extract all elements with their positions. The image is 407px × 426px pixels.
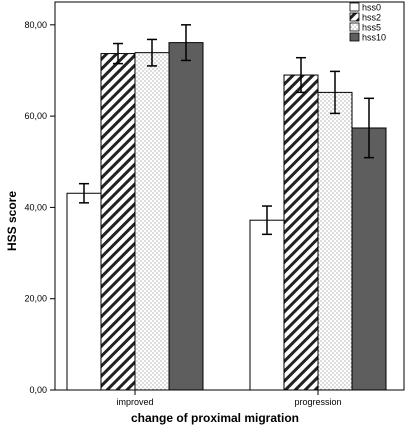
x-axis: improved progression (116, 390, 342, 407)
legend-label-hss5: hss5 (362, 23, 381, 33)
legend-label-hss0: hss0 (362, 3, 381, 13)
legend-swatch-hss2 (349, 12, 360, 22)
legend-swatch-hss5 (349, 22, 360, 32)
bar-hss2-improved (100, 53, 136, 391)
bar-hss5-improved (134, 52, 170, 391)
bar-hss0-improved (66, 192, 102, 391)
bar-hss10-progression (351, 127, 387, 391)
y-tick-label: 60,00 (24, 111, 47, 121)
y-tick-label: 80,00 (24, 20, 47, 30)
y-axis: 0,00 20,00 40,00 60,00 80,00 (24, 20, 55, 395)
bar-hss0-progression (249, 219, 285, 391)
bars-layer (66, 42, 387, 391)
y-tick-label: 40,00 (24, 202, 47, 212)
legend-swatch-hss0 (349, 2, 360, 12)
legend-label-hss10: hss10 (362, 33, 386, 43)
x-axis-title: change of proximal migration (131, 411, 299, 425)
y-tick-label: 20,00 (24, 294, 47, 304)
bar-hss5-progression (317, 91, 353, 391)
error-bars-layer (79, 24, 374, 236)
legend-swatch-hss10 (349, 32, 360, 42)
x-tick-label: progression (294, 397, 341, 407)
y-axis-title: HSS score (5, 191, 19, 251)
x-tick-label: improved (116, 397, 153, 407)
y-tick-label: 0,00 (29, 385, 47, 395)
bar-hss2-progression (283, 74, 319, 391)
legend-label-hss2: hss2 (362, 13, 381, 23)
bar-hss10-improved (168, 42, 204, 391)
